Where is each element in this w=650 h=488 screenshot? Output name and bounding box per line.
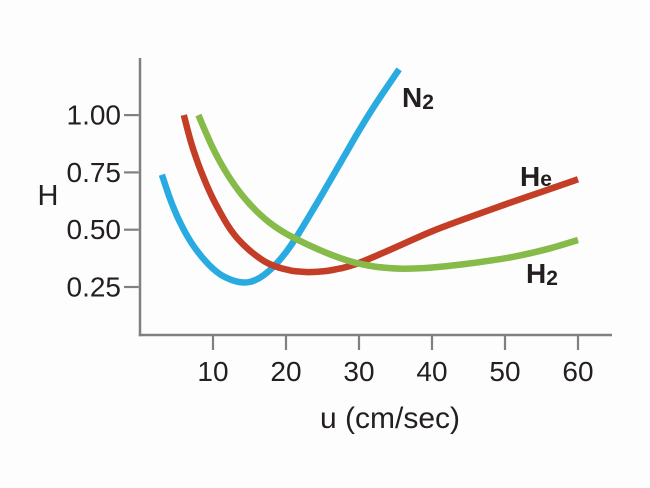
curve-n2 bbox=[158, 67, 402, 286]
x-tick-label-40: 40 bbox=[416, 356, 447, 387]
series-label-n2-sub: 2 bbox=[422, 91, 434, 114]
x-tick-label-10: 10 bbox=[197, 356, 228, 387]
series-label-he-main: H bbox=[520, 161, 540, 192]
x-tick-label-50: 50 bbox=[489, 356, 520, 387]
series-label-h2: H2 bbox=[526, 258, 558, 290]
y-tick-label-0.50: 0.50 bbox=[67, 214, 122, 245]
x-tick-label-20: 20 bbox=[270, 356, 301, 387]
x-tick-label-30: 30 bbox=[343, 356, 374, 387]
series-label-n2-main: N bbox=[402, 82, 422, 113]
series-label-n2: N2 bbox=[402, 82, 434, 114]
y-axis-ticks: 0.25 0.50 0.75 1.00 bbox=[67, 100, 139, 303]
curve-h2 bbox=[195, 113, 579, 272]
y-axis-title: H bbox=[38, 180, 59, 212]
x-tick-label-60: 60 bbox=[562, 356, 593, 387]
x-axis-title: u (cm/sec) bbox=[320, 402, 460, 435]
series-label-he-sub: e bbox=[540, 168, 552, 191]
y-tick-label-0.75: 0.75 bbox=[67, 157, 122, 188]
curves bbox=[158, 67, 580, 286]
curve-he bbox=[180, 114, 580, 276]
series-label-h2-sub: 2 bbox=[546, 267, 558, 290]
series-label-h2-main: H bbox=[526, 258, 546, 289]
y-tick-label-1.00: 1.00 bbox=[67, 100, 122, 131]
y-tick-label-0.25: 0.25 bbox=[67, 272, 122, 303]
series-label-he: He bbox=[520, 161, 552, 192]
x-axis-ticks: 10 20 30 40 50 60 bbox=[197, 336, 594, 387]
